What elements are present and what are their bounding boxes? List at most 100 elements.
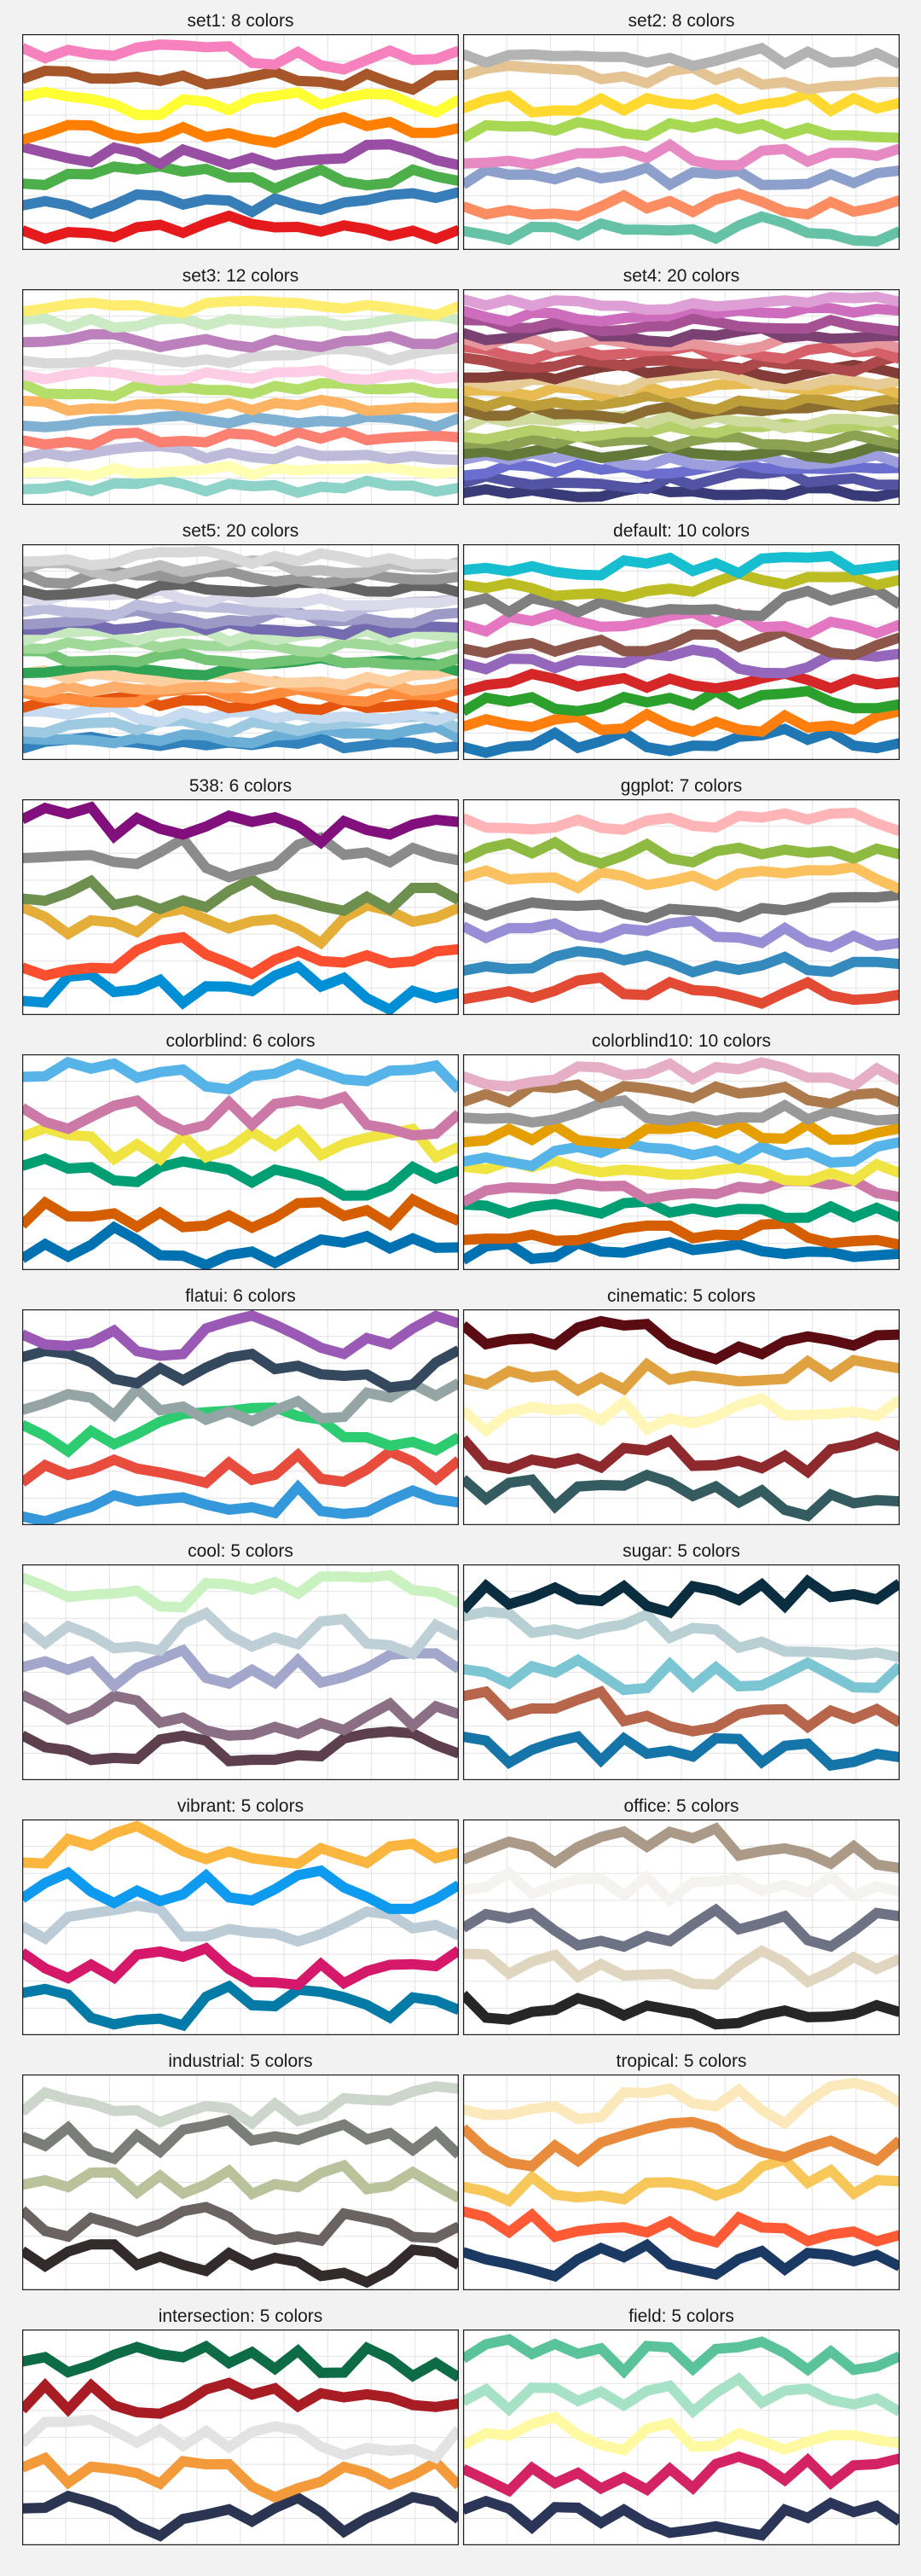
line-chart	[463, 1819, 900, 2035]
panel-title: set5: 20 colors	[182, 521, 299, 541]
series-line	[463, 550, 900, 581]
plot-frame	[463, 2074, 900, 2290]
plot-frame	[463, 289, 900, 505]
plot-frame	[463, 1564, 900, 1780]
series-line	[463, 668, 900, 697]
series-line	[463, 915, 900, 953]
plot-frame	[463, 34, 900, 250]
series-line	[22, 625, 459, 647]
palette-panel: industrial: 5 colors	[22, 2049, 459, 2296]
series-line	[463, 1392, 900, 1438]
series-line	[463, 2495, 900, 2541]
panel-title: set1: 8 colors	[187, 11, 294, 31]
series-line	[22, 1865, 459, 1914]
series-line	[463, 456, 900, 481]
series-line	[463, 706, 900, 738]
series-line	[463, 43, 900, 72]
plot-frame	[463, 544, 900, 760]
series-line	[22, 1221, 459, 1270]
plot-area	[463, 1054, 900, 1270]
palette-panel: 538: 6 colors	[22, 774, 459, 1021]
series-line	[22, 1153, 459, 1201]
plot-frame	[463, 2329, 900, 2545]
series-line	[22, 86, 459, 120]
line-chart	[22, 2329, 459, 2545]
series-line	[463, 890, 900, 924]
palette-panel: set2: 8 colors	[463, 9, 900, 256]
plot-frame	[22, 1819, 459, 2035]
series-line	[463, 2238, 900, 2283]
panel-title: sugar: 5 colors	[623, 1541, 740, 1561]
plot-area	[22, 799, 459, 1015]
series-line	[463, 1469, 900, 1522]
line-chart	[463, 1054, 900, 1270]
series-line	[22, 1726, 459, 1767]
series-line	[22, 960, 459, 1015]
series-line	[22, 440, 459, 466]
line-chart	[22, 799, 459, 1015]
panel-title: flatui: 6 colors	[185, 1286, 296, 1306]
plot-frame	[22, 1309, 459, 1525]
series-line	[22, 394, 459, 416]
palette-panel: tropical: 5 colors	[463, 2049, 900, 2296]
palette-panel: cool: 5 colors	[22, 1539, 459, 1786]
plot-area	[463, 799, 900, 1015]
series-line	[22, 664, 459, 691]
series-line	[463, 1903, 900, 1952]
series-line	[463, 1654, 900, 1696]
palette-panel: set3: 12 colors	[22, 264, 459, 511]
palette-panel: sugar: 5 colors	[463, 1539, 900, 1786]
plot-area	[463, 2329, 900, 2545]
line-chart	[463, 34, 900, 250]
series-line	[22, 2340, 459, 2382]
series-line	[463, 1237, 900, 1265]
series-line	[22, 546, 459, 571]
series-line	[22, 1820, 459, 1870]
series-line	[463, 378, 900, 402]
palette-panel: field: 5 colors	[463, 2304, 900, 2551]
series-line	[463, 117, 900, 143]
series-line	[22, 1479, 459, 1525]
series-line	[463, 1315, 900, 1365]
series-line	[463, 2077, 900, 2130]
series-line	[463, 1606, 900, 1662]
series-line	[22, 295, 459, 321]
series-line	[22, 2414, 459, 2464]
plot-frame	[22, 2074, 459, 2290]
series-line	[463, 2153, 900, 2208]
line-chart	[463, 799, 900, 1015]
series-line	[22, 2080, 459, 2130]
series-line	[463, 583, 900, 622]
series-line	[463, 1094, 900, 1128]
series-line	[463, 368, 900, 397]
line-chart	[463, 289, 900, 505]
series-line	[22, 1402, 459, 1458]
line-chart	[463, 544, 900, 760]
series-line	[463, 418, 900, 445]
panel-title: set3: 12 colors	[182, 266, 299, 286]
line-chart	[463, 2329, 900, 2545]
series-line	[463, 1685, 900, 1737]
series-line	[463, 1355, 900, 1397]
series-line	[463, 351, 900, 377]
series-line	[22, 2239, 459, 2289]
series-line	[22, 683, 459, 708]
series-line	[463, 2116, 900, 2172]
plot-frame	[22, 544, 459, 760]
series-line	[22, 832, 459, 883]
series-line	[22, 2114, 459, 2165]
panel-title: colorblind: 6 colors	[165, 1031, 316, 1051]
series-line	[22, 1980, 459, 2032]
series-line	[22, 931, 459, 981]
series-line	[22, 473, 459, 498]
series-line	[22, 1193, 459, 1233]
palette-panel: vibrant: 5 colors	[22, 1794, 459, 2041]
series-line	[463, 410, 900, 434]
panel-title: field: 5 colors	[628, 2306, 734, 2326]
series-line	[463, 568, 900, 603]
plot-area	[463, 1819, 900, 2035]
series-line	[22, 210, 459, 245]
panel-title: default: 10 colors	[613, 521, 750, 541]
plot-frame	[22, 1054, 459, 1270]
series-line	[463, 807, 900, 837]
